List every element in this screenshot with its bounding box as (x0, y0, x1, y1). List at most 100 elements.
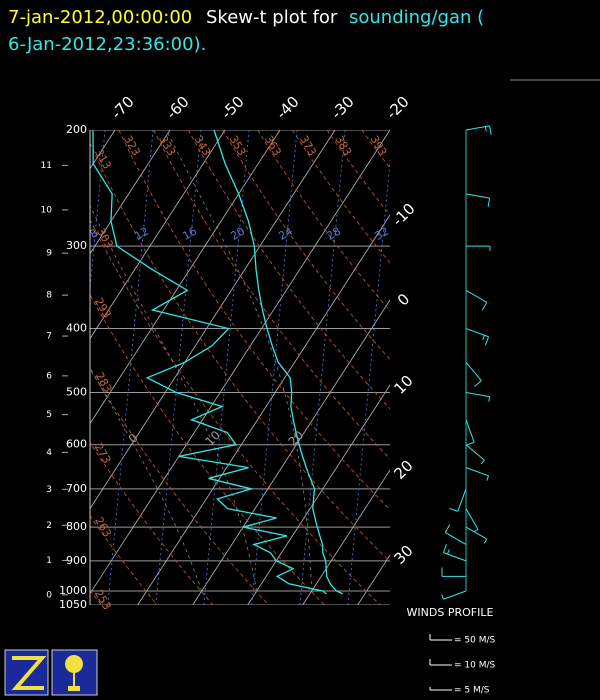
barb-staff (465, 361, 482, 381)
pressure-tick-label: 500 (66, 385, 87, 398)
wind-barb (465, 125, 492, 135)
wind-barb (441, 567, 466, 577)
height-tick-label: 3 (46, 485, 52, 495)
isotherm (90, 130, 281, 425)
barb-tick (482, 335, 485, 341)
logo-balloon (65, 655, 83, 673)
plot-area (90, 130, 390, 605)
chart-title: 7-jan-2012,00:00:00 Skew-t plot for soun… (8, 7, 484, 28)
dry-adiabat (90, 368, 270, 605)
labels: 2003004005006007008009001000105001234567… (41, 93, 496, 696)
legend-label: = 50 M/S (454, 636, 496, 646)
height-tick-label: 2 (46, 521, 52, 531)
title-source-time: 6-Jan-2012,23:36:00). (8, 34, 206, 55)
wind-barb (444, 524, 467, 545)
legend-barb (429, 634, 452, 641)
pressure-tick-label: 700 (66, 482, 87, 495)
height-tick-label: 7 (46, 332, 52, 342)
barb-tick (444, 524, 451, 533)
barb-tick (481, 302, 488, 311)
logo-z (11, 656, 47, 690)
barb-tick (483, 538, 488, 544)
height-tick-label: 5 (46, 410, 52, 420)
pressure-tick-label: 900 (66, 554, 87, 567)
isotherm (247, 384, 390, 605)
dry-adiabat (222, 130, 390, 361)
pressure-tick-label: 200 (66, 123, 87, 136)
dry-adiabat (90, 142, 390, 563)
wind-barb (465, 289, 488, 311)
pressure-tick-label: 600 (66, 438, 87, 451)
barb-staff (443, 552, 467, 562)
dry-adiabat (187, 130, 390, 410)
mixing-ratio-line (251, 130, 298, 605)
barb-tick (442, 544, 447, 553)
height-tick-label: 10 (41, 205, 53, 215)
profile-line (213, 130, 344, 595)
height-tick-label: 8 (46, 291, 52, 301)
barb-staff (465, 419, 475, 443)
dry-adiabat (90, 515, 158, 605)
barb-staff (443, 590, 467, 600)
wind-barb (441, 590, 467, 600)
wind-barb (465, 193, 491, 208)
dry-adiabat (90, 218, 381, 605)
title-text: Skew-t plot for (206, 7, 338, 28)
barb-tick (480, 459, 485, 465)
barb-staff (465, 391, 490, 398)
height-tick-label: 6 (46, 371, 52, 381)
barb-tick (474, 380, 482, 387)
barb-tick (473, 528, 479, 533)
mixing-ratio-label: 24 (276, 225, 295, 243)
height-tick-label: 4 (46, 448, 52, 458)
isotherm (90, 130, 226, 340)
barb-tick (441, 594, 444, 600)
wind-barb (449, 488, 467, 512)
barb-staff (465, 467, 489, 477)
isotherm (137, 214, 390, 605)
legend-label: = 5 M/S (454, 686, 490, 696)
height-tick-label: 0 (46, 590, 52, 600)
height-tick-label: 1 (46, 556, 52, 566)
wind-barb (465, 444, 485, 465)
barb-tick (484, 126, 487, 132)
mixing-ratio-line (299, 130, 346, 605)
mixing-ratio-label: 16 (180, 225, 199, 243)
wind-barb (465, 328, 490, 346)
logo-instrument (68, 686, 80, 691)
barb-tick (449, 507, 458, 512)
barb-tick (485, 336, 490, 346)
dry-adiabat (90, 293, 325, 605)
isotherm (90, 130, 390, 595)
moist-adiabat (165, 130, 313, 592)
title-source: sounding/gan ( (349, 7, 484, 28)
legend-barb (429, 687, 452, 691)
barb-tick (488, 396, 491, 402)
barb-staff (465, 444, 485, 461)
mixing-ratio-label: 12 (132, 225, 151, 243)
barb-tick (447, 549, 450, 555)
pressure-tick-label: 1000 (59, 584, 87, 597)
isotherm (192, 299, 390, 605)
barb-staff (465, 125, 490, 131)
legend-label: = 10 M/S (454, 661, 496, 671)
wind-barb (465, 526, 488, 544)
barb-staff (465, 193, 490, 199)
wind-barb (442, 544, 467, 562)
profile-line (92, 130, 327, 595)
logos (4, 649, 98, 696)
wind-legend-title: WINDS PROFILE (407, 606, 494, 619)
mixing-ratio-line (107, 130, 154, 605)
barb-staff (444, 532, 467, 545)
wind-barb (465, 361, 482, 387)
legend-barb (429, 659, 452, 666)
title-time: 7-jan-2012,00:00:00 (8, 7, 192, 28)
barb-tick (486, 475, 490, 481)
isotherm (90, 130, 171, 255)
wind-barb (465, 391, 491, 402)
mixing-ratio-label: 32 (372, 225, 391, 243)
mixing-ratio-line (203, 130, 250, 605)
barb-staff (457, 488, 467, 512)
pressure-tick-label: 300 (66, 239, 87, 252)
